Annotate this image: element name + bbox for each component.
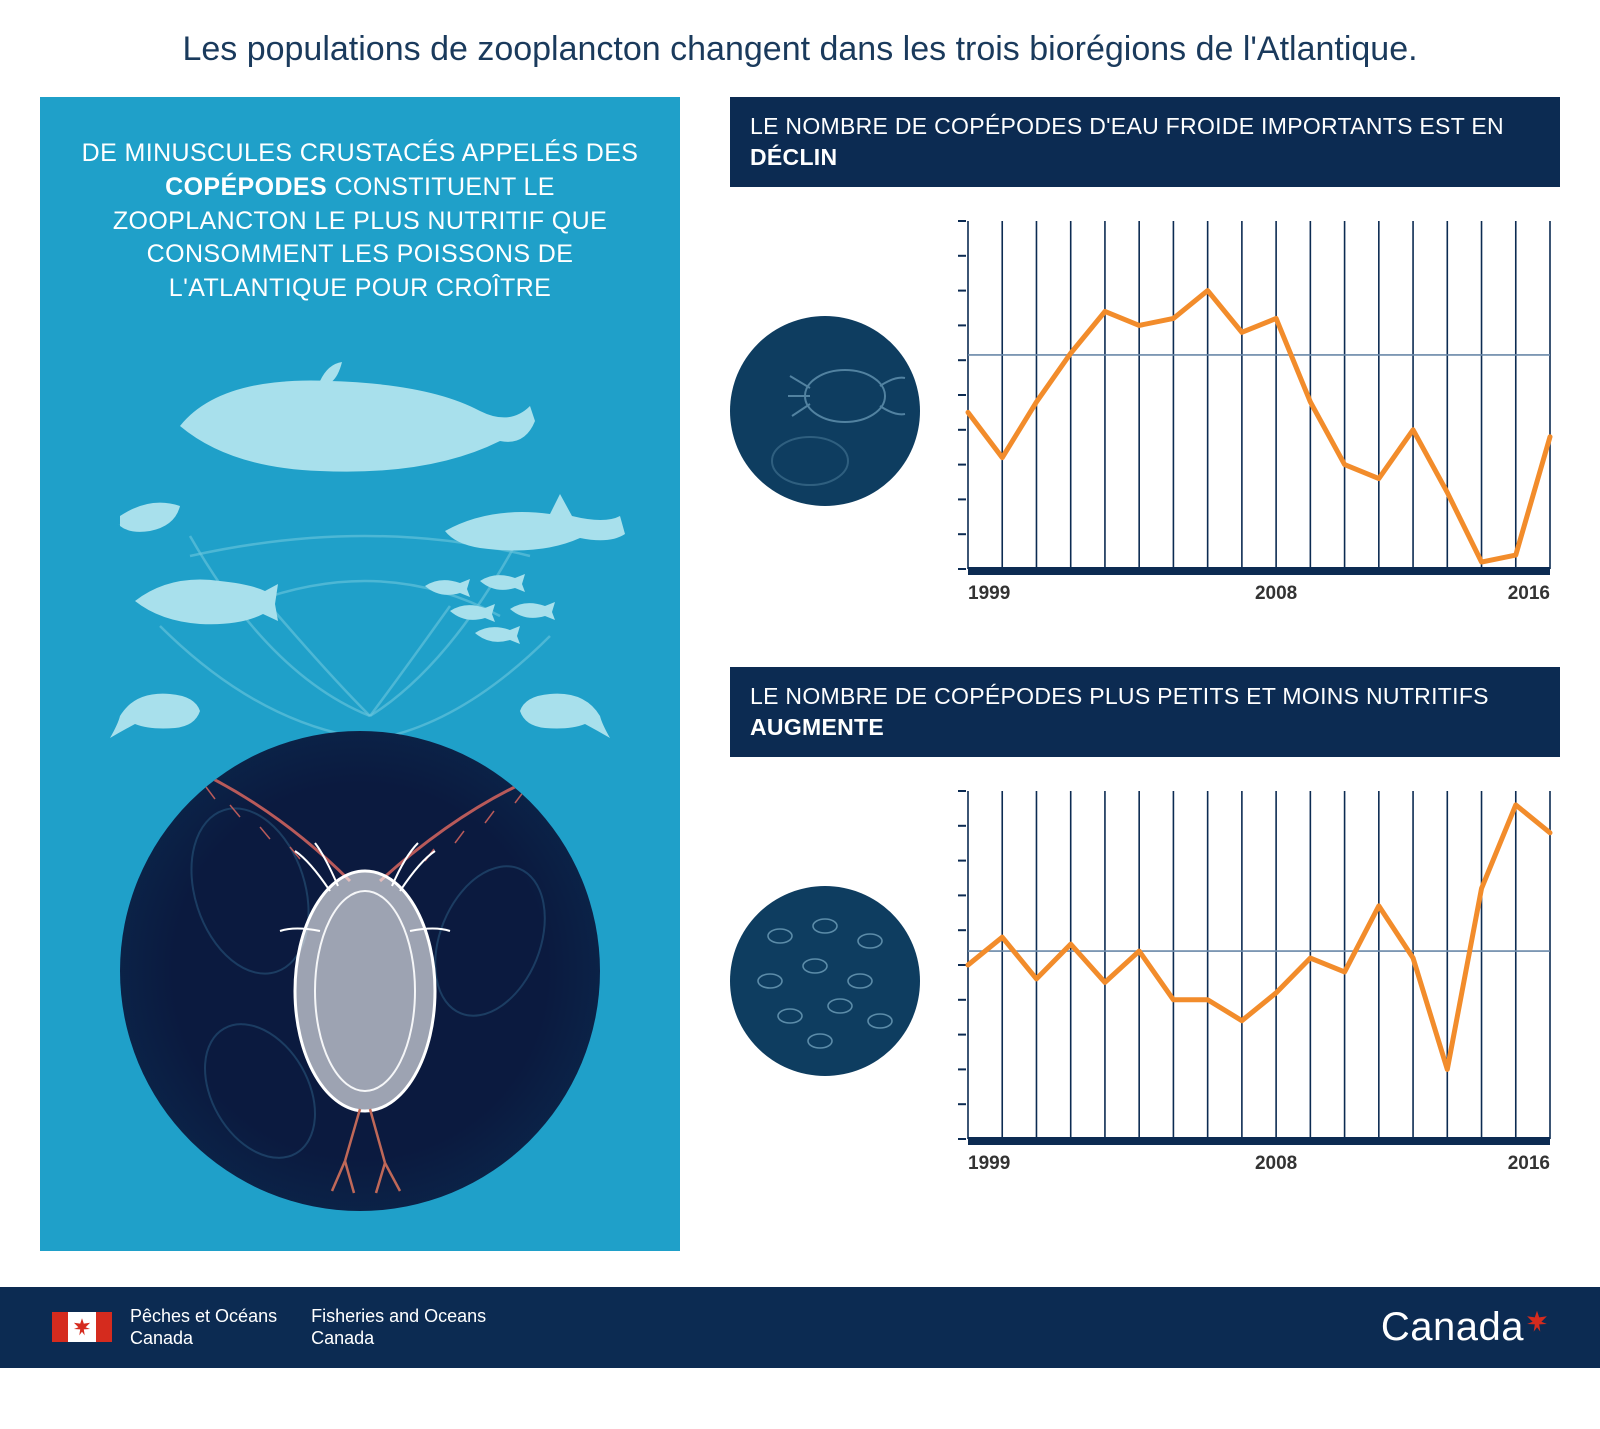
fish-school-icon [420,571,590,651]
dept-fr-line1: Pêches et Océans [130,1305,277,1328]
intro-bold: COPÉPODES [165,173,327,201]
chart1-thumbnail-circle [730,316,920,506]
chart1-svg: 1999 2008 2016 [940,211,1560,611]
shrimp-right-icon [510,676,620,746]
chart-block-decline: LE NOMBRE DE COPÉPODES D'EAU FROIDE IMPO… [730,97,1560,611]
dept-en: Fisheries and Oceans Canada [311,1305,486,1350]
chart1-header-pre: LE NOMBRE DE COPÉPODES D'EAU FROIDE IMPO… [750,113,1504,139]
chart1-header-bold: DÉCLIN [750,144,837,170]
squid-icon [80,486,190,556]
infographic-page: Les populations de zooplancton changent … [0,0,1600,1368]
whale-icon [170,356,540,486]
chart1-row: 1999 2008 2016 [730,211,1560,611]
svg-text:2016: 2016 [1508,583,1550,604]
shrimp-left-icon [100,676,210,746]
chart2-header: LE NOMBRE DE COPÉPODES PLUS PETITS ET MO… [730,667,1560,757]
canada-fip-flag-icon [52,1312,112,1342]
footer-left: Pêches et Océans Canada Fisheries and Oc… [52,1305,486,1350]
chart1-header: LE NOMBRE DE COPÉPODES D'EAU FROIDE IMPO… [730,97,1560,187]
chart2-thumbnail-circle [730,886,920,1076]
small-copepods-thumb-icon [730,886,920,1076]
shark-icon [440,486,630,576]
chart-block-increase: LE NOMBRE DE COPÉPODES PLUS PETITS ET MO… [730,667,1560,1181]
svg-text:1999: 1999 [968,1153,1010,1174]
left-info-panel: DE MINUSCULES CRUSTACÉS APPELÉS DES COPÉ… [40,97,680,1251]
footer-bar: Pêches et Océans Canada Fisheries and Oc… [0,1287,1600,1368]
charts-column: LE NOMBRE DE COPÉPODES D'EAU FROIDE IMPO… [730,97,1560,1251]
wordmark-flag-icon [1526,1311,1548,1333]
chart2-header-pre: LE NOMBRE DE COPÉPODES PLUS PETITS ET MO… [750,683,1489,709]
copepod-large-icon [120,731,600,1211]
chart2-wrap: 1999 2008 2016 [940,781,1560,1181]
svg-text:2008: 2008 [1255,1153,1297,1174]
chart2-row: 1999 2008 2016 [730,781,1560,1181]
chart2-svg: 1999 2008 2016 [940,781,1560,1181]
page-title: Les populations de zooplancton changent … [0,0,1600,97]
intro-pre: DE MINUSCULES CRUSTACÉS APPELÉS DES [82,139,639,167]
left-intro-text: DE MINUSCULES CRUSTACÉS APPELÉS DES COPÉ… [70,137,650,306]
svg-text:1999: 1999 [968,583,1010,604]
copepod-detail-circle [120,731,600,1211]
chart2-header-bold: AUGMENTE [750,714,884,740]
large-copepod-thumb-icon [730,316,920,506]
dept-en-line1: Fisheries and Oceans [311,1305,486,1328]
dept-fr-line2: Canada [130,1327,277,1350]
dept-en-line2: Canada [311,1327,486,1350]
chart1-wrap: 1999 2008 2016 [940,211,1560,611]
dept-fr: Pêches et Océans Canada [130,1305,277,1350]
canada-wordmark: Canada [1381,1305,1548,1350]
main-content-row: DE MINUSCULES CRUSTACÉS APPELÉS DES COPÉ… [0,97,1600,1287]
svg-text:2016: 2016 [1508,1153,1550,1174]
svg-text:2008: 2008 [1255,583,1297,604]
wordmark-text: Canada [1381,1305,1524,1350]
department-signature: Pêches et Océans Canada Fisheries and Oc… [130,1305,486,1350]
cod-fish-icon [130,566,280,636]
